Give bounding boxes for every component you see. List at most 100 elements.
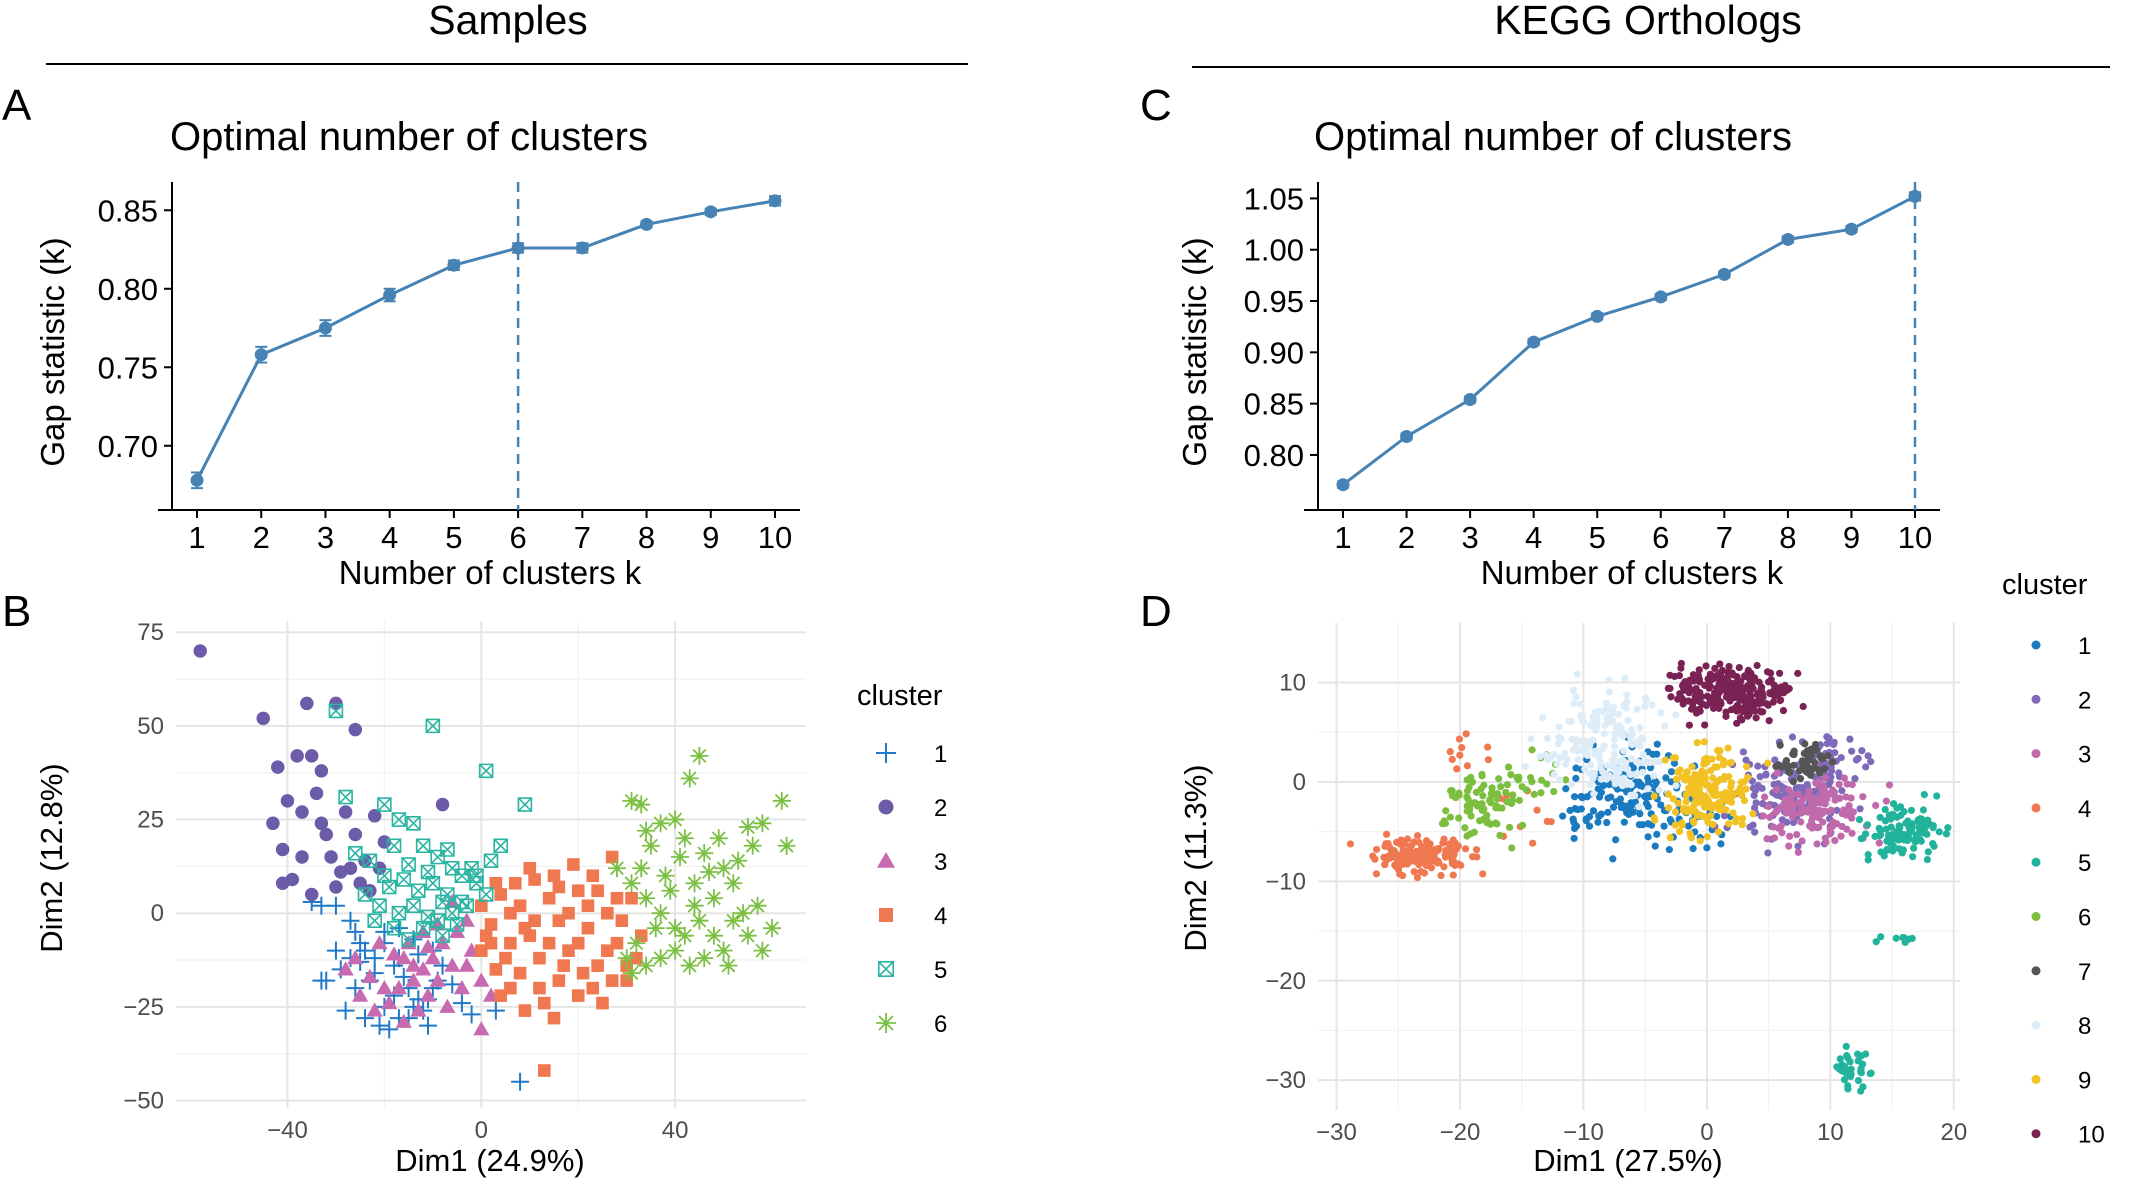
chart-d-point-cluster-8	[1611, 730, 1619, 738]
chart-b-point-cluster-1	[443, 975, 462, 994]
chart-d-point-cluster-5	[1889, 842, 1898, 850]
chart-b-point-cluster-2	[435, 797, 450, 812]
chart-d-point-cluster-5	[1864, 850, 1872, 859]
chart-d-point-cluster-9	[1711, 763, 1719, 771]
chart-b-point-cluster-6	[680, 956, 699, 975]
chart-d-point-cluster-10	[1717, 668, 1726, 676]
chart-d-point-cluster-2	[1754, 762, 1762, 770]
chart-d-point-cluster-2	[1864, 752, 1872, 760]
chart-d-point-cluster-3	[1848, 814, 1856, 822]
chart-d-ytick-label: −30	[1265, 1067, 1306, 1094]
chart-b-point-cluster-4	[547, 869, 561, 883]
chart-b-point-cluster-2	[348, 827, 363, 842]
chart-d-point-cluster-3	[1845, 802, 1853, 810]
chart-d-point-cluster-7	[1817, 752, 1825, 760]
chart-d-point-cluster-1	[1595, 812, 1603, 820]
chart-d-point-cluster-3	[1794, 848, 1802, 856]
chart-d-point-cluster-5	[1842, 1065, 1851, 1074]
chart-b-point-cluster-4	[513, 966, 527, 980]
chart-d-point-cluster-9	[1729, 809, 1737, 817]
chart-b-point-cluster-4	[591, 884, 604, 898]
chart-d-point-cluster-1	[1578, 794, 1586, 802]
chart-d-point-cluster-8	[1583, 751, 1592, 760]
chart-d-point-cluster-6	[1479, 792, 1487, 800]
chart-d-point-cluster-8	[1544, 755, 1552, 764]
chart-b-point-cluster-3	[419, 938, 437, 953]
chart-d-point-cluster-3	[1845, 808, 1853, 816]
chart-b-ytick-label: 50	[137, 713, 164, 740]
chart-d-point-cluster-3	[1769, 823, 1777, 831]
chart-d-point-cluster-10	[1677, 664, 1685, 672]
chart-d-legend-label-4: 4	[2078, 796, 2091, 823]
chart-d-point-cluster-3	[1808, 794, 1817, 802]
chart-b-point-cluster-4	[586, 869, 600, 883]
chart-b-point-cluster-2	[290, 749, 304, 763]
chart-d-point-cluster-5	[1842, 1042, 1850, 1051]
chart-d-point-cluster-10	[1776, 669, 1784, 677]
chart-d-point-cluster-10	[1711, 664, 1719, 673]
chart-d-legend-label-2: 2	[2078, 687, 2091, 714]
chart-b-point-cluster-4	[596, 996, 609, 1010]
panel-label-b: B	[2, 587, 31, 636]
chart-d-point-cluster-5	[1855, 816, 1864, 824]
chart-d-legend-label-6: 6	[2078, 905, 2091, 932]
chart-b-point-cluster-6	[753, 941, 772, 960]
chart-b-point-cluster-6	[651, 904, 670, 923]
chart-b-point-cluster-4	[475, 944, 488, 957]
chart-b-point-cluster-5	[391, 905, 407, 921]
chart-d-point-cluster-1	[1603, 818, 1611, 827]
chart-b-point-cluster-5	[493, 838, 508, 854]
chart-d-point-cluster-3	[1843, 825, 1851, 833]
chart-d-point-cluster-9	[1671, 754, 1679, 762]
chart-d-point-cluster-8	[1614, 778, 1622, 786]
chart-d-point-cluster-4	[1410, 868, 1418, 876]
chart-d-point-cluster-8	[1573, 670, 1581, 678]
chart-d-point-cluster-10	[1712, 701, 1720, 709]
chart-b-point-cluster-1	[394, 967, 413, 986]
chart-b-point-cluster-4	[533, 951, 546, 965]
chart-d-point-cluster-9	[1700, 760, 1708, 768]
chart-b-legend-label-5: 5	[934, 957, 947, 984]
chart-d-point-cluster-4	[1454, 842, 1462, 850]
chart-b-point-cluster-5	[420, 909, 436, 925]
chart-d-point-cluster-10	[1733, 719, 1741, 727]
chart-d-point-cluster-1	[1665, 846, 1673, 854]
chart-d-point-cluster-2	[1852, 756, 1861, 764]
chart-b-point-cluster-6	[690, 911, 709, 930]
panel-label-d: D	[1140, 587, 1172, 636]
chart-d-point-cluster-2	[1846, 735, 1854, 743]
chart-a-xtick-label: 10	[758, 520, 792, 555]
chart-d-point-cluster-4	[1472, 846, 1481, 854]
chart-b-point-cluster-6	[617, 949, 636, 968]
chart-d-ytick-label: 10	[1279, 670, 1306, 697]
chart-d-point-cluster-8	[1622, 704, 1630, 712]
chart-d-point-cluster-2	[1764, 849, 1772, 857]
chart-d-point-cluster-8	[1556, 776, 1564, 784]
chart-b-point-cluster-4	[518, 1004, 532, 1017]
chart-d-point-cluster-6	[1470, 828, 1478, 836]
chart-b-point-cluster-4	[625, 891, 638, 905]
chart-b-point-cluster-5	[401, 932, 416, 947]
chart-b-point-cluster-4	[552, 974, 566, 987]
chart-d-point-cluster-8	[1609, 756, 1617, 764]
chart-d-point-cluster-4	[1451, 861, 1459, 870]
chart-d-point-cluster-8	[1623, 691, 1631, 699]
chart-d-point-cluster-3	[1805, 787, 1813, 795]
chart-d-point-cluster-9	[1726, 759, 1734, 767]
chart-d-point-cluster-5	[1857, 1052, 1865, 1060]
chart-b-ytick-label: −50	[123, 1088, 164, 1115]
chart-d-point-cluster-9	[1700, 738, 1708, 746]
chart-b-point-cluster-5	[386, 838, 402, 854]
chart-d-point-cluster-5	[1876, 813, 1884, 822]
chart-d-point-cluster-9	[1716, 775, 1724, 784]
chart-d-point-cluster-4	[1442, 846, 1450, 855]
chart-d-point-cluster-4	[1396, 870, 1404, 878]
chart-d-point-cluster-8	[1650, 772, 1658, 780]
chart-b-point-cluster-4	[475, 899, 488, 913]
chart-d-legend-label-9: 9	[2078, 1067, 2091, 1094]
chart-d-point-cluster-6	[1467, 812, 1475, 820]
chart-b-point-cluster-6	[627, 934, 646, 953]
chart-d-point-cluster-8	[1619, 732, 1627, 740]
chart-d-point-cluster-2	[1756, 773, 1764, 781]
chart-b-point-cluster-3	[439, 998, 456, 1013]
